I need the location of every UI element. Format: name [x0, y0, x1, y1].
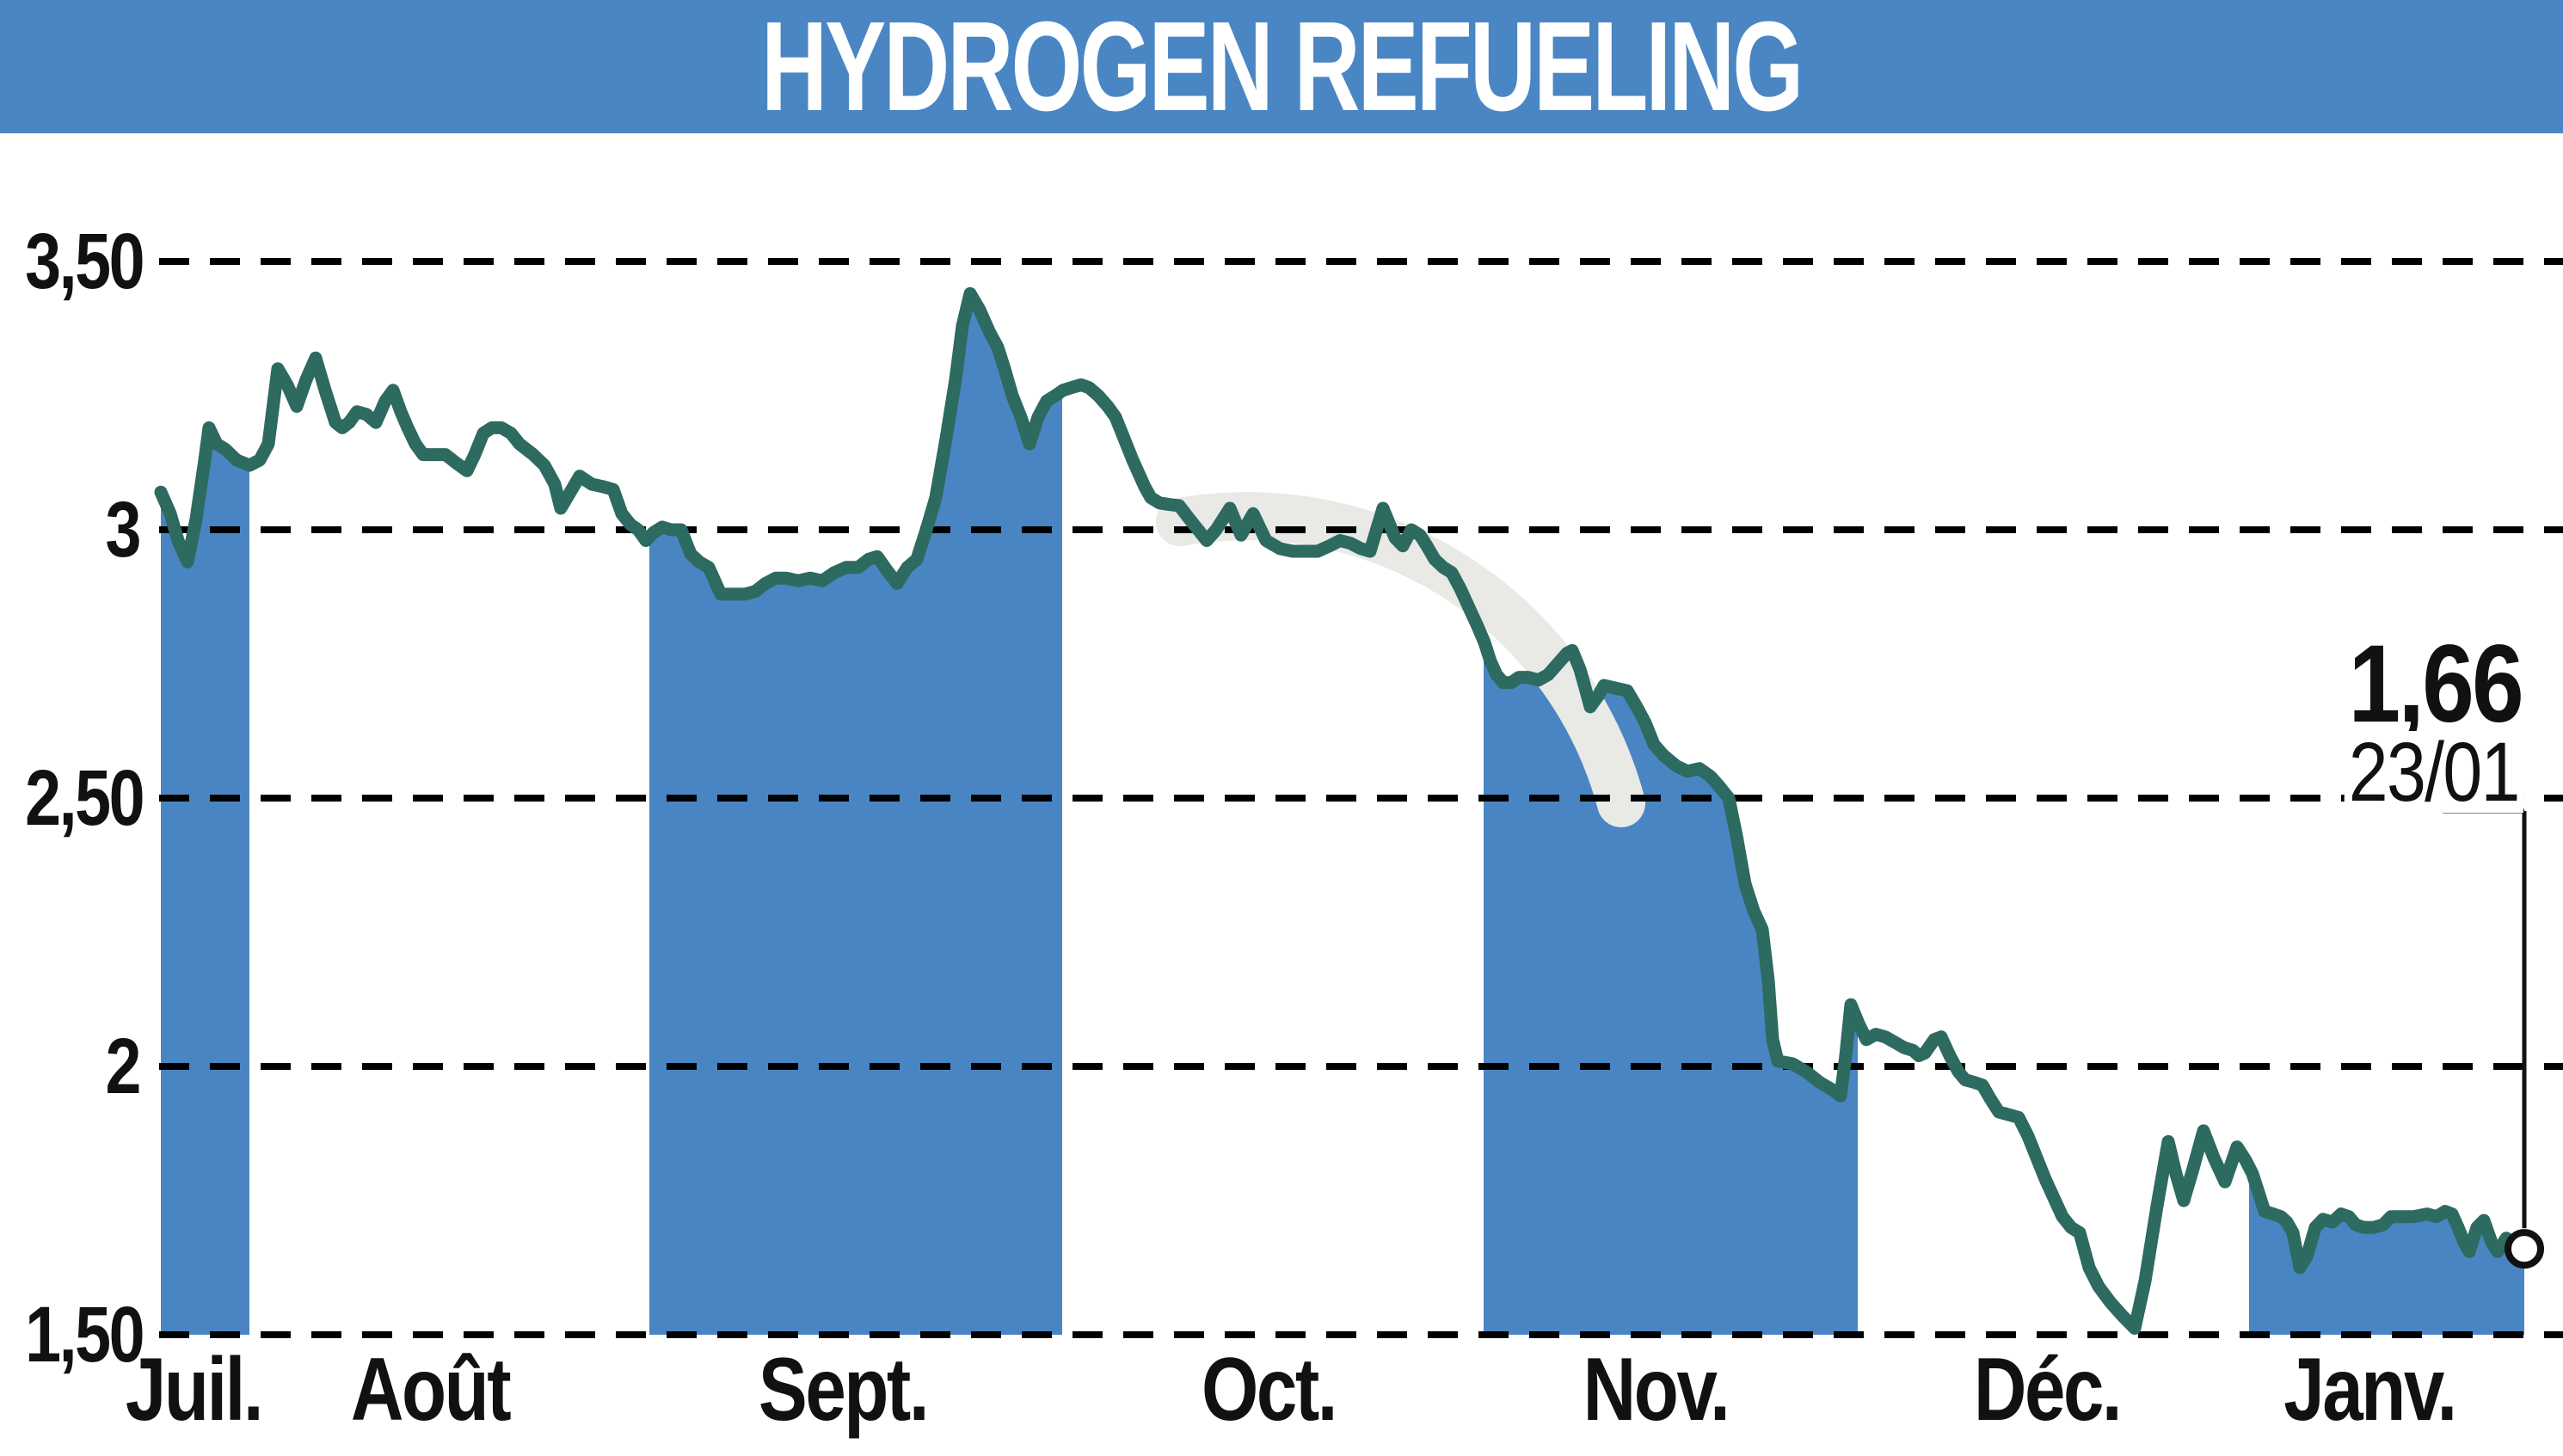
last-price-label: 1,66: [2348, 623, 2523, 746]
price-line: [154, 286, 2531, 1335]
x-axis-month-label: Août: [350, 1340, 512, 1440]
y-axis-tick-label: 1,50: [25, 1291, 144, 1379]
month-shading: [2249, 1167, 2524, 1335]
page-title: HYDROGEN REFUELING: [761, 0, 1804, 138]
x-axis-month-label: Oct.: [1201, 1340, 1337, 1440]
x-axis-month-label: Janv.: [2283, 1340, 2457, 1440]
last-price-marker: [2505, 1229, 2544, 1269]
last-date-label: 23/01: [2344, 730, 2523, 814]
y-axis-tick-label: 2,50: [25, 754, 144, 842]
price-line-group: [154, 286, 2531, 1335]
x-axis-month-label: Nov.: [1583, 1340, 1730, 1440]
x-axis-month-label: Sept.: [758, 1340, 930, 1440]
y-axis-tick-label: 2: [105, 1023, 141, 1110]
annotation-leader: [2443, 808, 2527, 1229]
month-shading-group: [161, 293, 2524, 1335]
month-shading: [161, 427, 249, 1335]
x-axis-month-label: Déc.: [1973, 1340, 2123, 1440]
month-shading: [1484, 640, 1858, 1335]
month-shading: [649, 293, 1062, 1335]
x-axis-month-label: Juil.: [125, 1340, 264, 1440]
y-axis-tick-label: 3,50: [25, 218, 144, 305]
y-axis-tick-label: 3: [105, 486, 141, 574]
gridlines-group: [159, 258, 2563, 1338]
endpoint-circle-icon: [2505, 1229, 2544, 1269]
title-bar: HYDROGEN REFUELING: [0, 0, 2563, 133]
